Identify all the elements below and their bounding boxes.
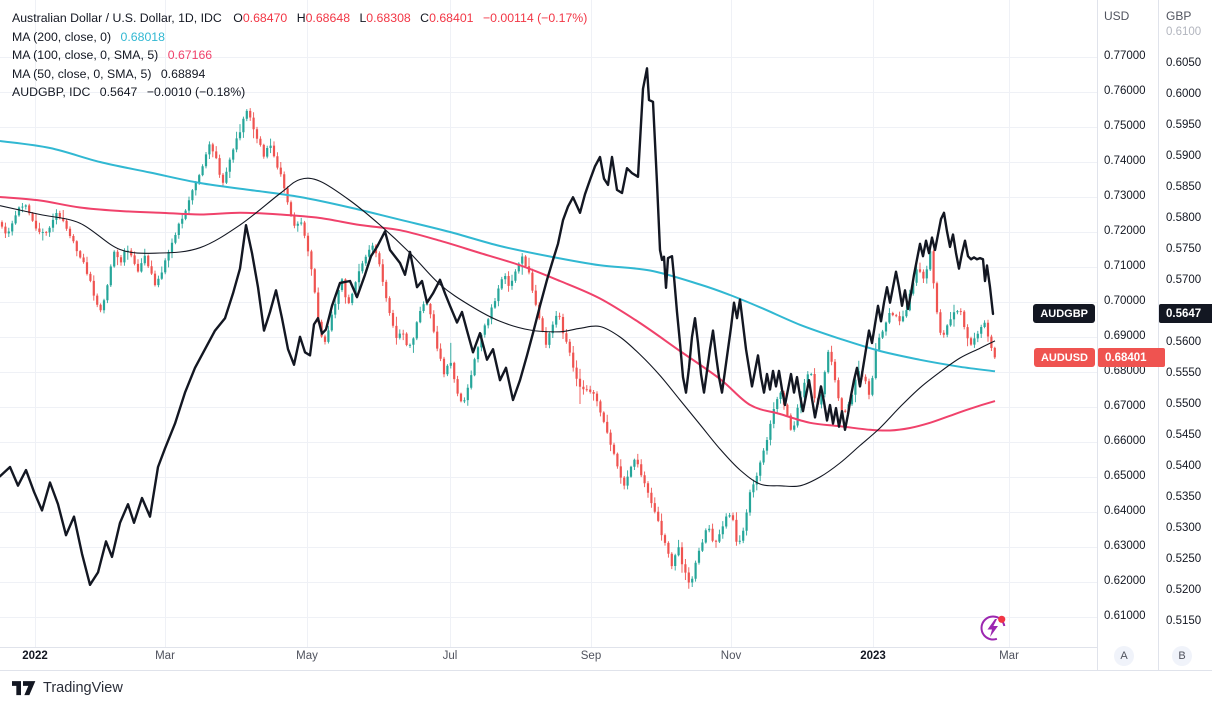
gbp-axis-tick: 0.5500: [1166, 398, 1202, 410]
grid-lines: [0, 0, 1097, 647]
scale-toggle-a[interactable]: A: [1114, 646, 1134, 666]
symbol-title: Australian Dollar / U.S. Dollar, 1D, IDC: [12, 11, 222, 25]
ohlc-high-key: H: [296, 11, 306, 25]
audgbp-value: 0.5647: [99, 85, 138, 100]
usd-axis-header: USD: [1104, 9, 1130, 23]
usd-axis-tick: 0.61000: [1104, 610, 1146, 622]
usd-axis-tick: 0.77000: [1104, 50, 1146, 62]
usd-axis-tick: 0.64000: [1104, 505, 1146, 517]
time-axis-year-label: 2022: [22, 650, 48, 662]
usd-axis-tick: 0.70000: [1104, 295, 1146, 307]
gbp-axis-tick: 0.5850: [1166, 181, 1202, 193]
gbp-axis-tick: 0.5450: [1166, 429, 1202, 441]
audgbp-price-label: 0.5647: [1159, 304, 1212, 324]
chart-legend: Australian Dollar / U.S. Dollar, 1D, IDC…: [12, 9, 587, 102]
gbp-axis-tick: 0.5550: [1166, 367, 1202, 379]
usd-axis-tick: 0.74000: [1104, 155, 1146, 167]
legend-main-series-row[interactable]: Australian Dollar / U.S. Dollar, 1D, IDC…: [12, 9, 587, 28]
tradingview-logo-icon: [12, 680, 36, 695]
ohlc-high-value: 0.68648: [305, 11, 351, 25]
usd-axis-tick: 0.63000: [1104, 540, 1146, 552]
usd-axis-tick: 0.71000: [1104, 260, 1146, 272]
lightning-button[interactable]: [977, 612, 1010, 645]
gbp-axis-tick: 0.5250: [1166, 553, 1202, 565]
usd-gbp-axis-separator: [1158, 0, 1159, 670]
gbp-axis-tick: 0.5750: [1166, 243, 1202, 255]
usd-axis-tick: 0.69000: [1104, 330, 1146, 342]
tradingview-logo-text: TradingView: [43, 680, 123, 696]
gbp-axis-tick: 0.5300: [1166, 522, 1202, 534]
tradingview-logo[interactable]: TradingView: [12, 680, 123, 696]
gbp-axis-tick: 0.6000: [1166, 88, 1202, 100]
usd-price-axis[interactable]: USD 0.77000 0.76000 0.75000 0.74000 0.73000 0…: [1098, 0, 1158, 670]
usd-axis-tick: 0.65000: [1104, 470, 1146, 482]
change-value: −0.00114 (−0.17%): [482, 11, 588, 25]
usd-axis-tick: 0.75000: [1104, 120, 1146, 132]
ma200-value: 0.68018: [120, 29, 165, 44]
time-axis-top-border: [0, 647, 1212, 648]
gbp-axis-tick: 0.5350: [1166, 491, 1202, 503]
audusd-price-label: 0.68401: [1098, 348, 1165, 368]
ma100-value: 0.67166: [167, 48, 213, 63]
legend-ma100-row[interactable]: MA (100, close, 0, SMA, 5) 0.67166: [12, 46, 587, 65]
ma50-value: 0.68894: [160, 66, 206, 81]
ohlc-open-value: 0.68470: [242, 11, 288, 25]
gbp-axis-tick: 0.5400: [1166, 460, 1202, 472]
candlestick-series: [0, 108, 996, 589]
ma200-label: MA (200, close, 0): [12, 29, 112, 44]
gbp-axis-tick: 0.5800: [1166, 212, 1202, 224]
usd-axis-tick: 0.62000: [1104, 575, 1146, 587]
time-axis-month-label: Nov: [720, 650, 742, 662]
audgbp-overlay-line: [0, 67, 995, 586]
gbp-axis-header: GBP: [1166, 9, 1192, 23]
gbp-axis-tick: 0.5700: [1166, 274, 1202, 286]
time-axis-month-label: Mar: [155, 650, 175, 662]
audusd-series-label: AUDUSD: [1033, 348, 1095, 368]
usd-axis-tick: 0.68000: [1104, 365, 1146, 377]
usd-axis-tick: 0.76000: [1104, 85, 1146, 97]
ohlc-open-key: O: [233, 11, 243, 25]
time-axis-month-label: May: [296, 650, 318, 662]
gbp-axis-tick: 0.5950: [1166, 119, 1202, 131]
gbp-axis-tick: 0.6100: [1166, 26, 1202, 38]
ma100-label: MA (100, close, 0, SMA, 5): [12, 48, 159, 63]
audgbp-label: AUDGBP, IDC: [12, 85, 91, 100]
ohlc-low-key: L: [359, 11, 367, 25]
time-axis-month-label: Sep: [580, 650, 602, 662]
gbp-axis-tick: 0.5600: [1166, 336, 1202, 348]
time-axis-bottom-border: [0, 670, 1212, 671]
gbp-price-axis[interactable]: GBP 0.6100 0.6050 0.6000 0.5950 0.5900 0.5850…: [1159, 0, 1212, 670]
ohlc-low-value: 0.68308: [366, 11, 411, 25]
gbp-axis-tick: 0.5900: [1166, 150, 1202, 162]
time-axis-month-label: Mar: [999, 650, 1019, 662]
usd-axis-tick: 0.67000: [1104, 400, 1146, 412]
usd-axis-tick: 0.66000: [1104, 435, 1146, 447]
ohlc-close-key: C: [420, 11, 430, 25]
gbp-axis-tick: 0.5150: [1166, 615, 1202, 627]
legend-audgbp-row[interactable]: AUDGBP, IDC 0.5647 −0.0010 (−0.18%): [12, 83, 587, 102]
gbp-axis-tick: 0.6050: [1166, 57, 1202, 69]
legend-ma200-row[interactable]: MA (200, close, 0) 0.68018: [12, 28, 587, 47]
time-axis-month-label: Jul: [442, 650, 458, 662]
ohlc-close-value: 0.68401: [429, 11, 474, 25]
scale-toggle-b[interactable]: B: [1172, 646, 1192, 666]
moving-average-lines: [0, 140, 996, 488]
audgbp-series-label: AUDGBP: [1033, 304, 1095, 324]
usd-axis-tick: 0.73000: [1104, 190, 1146, 202]
time-axis-year-label: 2023: [860, 650, 886, 662]
legend-ma50-row[interactable]: MA (50, close, 0, SMA, 5) 0.68894: [12, 65, 587, 84]
ma50-label: MA (50, close, 0, SMA, 5): [12, 66, 152, 81]
gbp-axis-tick: 0.5200: [1166, 584, 1202, 596]
audgbp-change: −0.0010 (−0.18%): [146, 85, 246, 100]
usd-axis-tick: 0.72000: [1104, 225, 1146, 237]
plot-axis-separator: [1097, 0, 1098, 670]
